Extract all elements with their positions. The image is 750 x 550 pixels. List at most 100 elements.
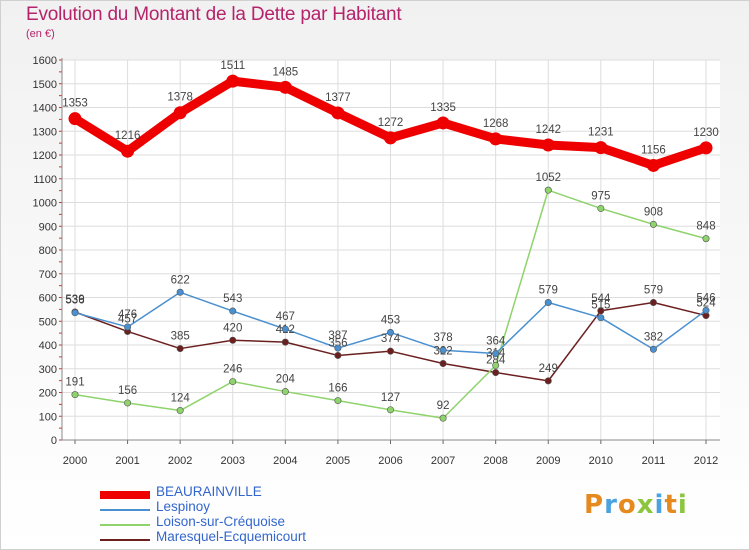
data-label: 1242: [535, 124, 561, 136]
data-label: 356: [328, 337, 347, 349]
data-point: [71, 391, 79, 399]
legend-swatch: [100, 524, 150, 526]
data-point: [176, 345, 184, 353]
proxiti-logo: Proxiti: [584, 490, 688, 520]
data-point: [226, 74, 240, 88]
data-label: 374: [381, 333, 401, 345]
data-point: [544, 186, 552, 194]
data-label: 1377: [325, 92, 351, 104]
y-tick-label: 0: [51, 435, 57, 447]
data-point: [384, 131, 397, 145]
data-point: [492, 350, 500, 358]
y-tick-label: 300: [39, 364, 57, 376]
chart-title: Evolution du Montant de la Dette par Hab…: [26, 4, 402, 25]
x-tick-label: 2006: [378, 455, 402, 467]
data-label: 622: [171, 274, 190, 286]
data-point: [702, 235, 710, 243]
logo-letter: o: [617, 490, 637, 520]
data-label: 382: [644, 331, 663, 343]
data-point: [334, 397, 342, 405]
data-label: 579: [644, 284, 663, 296]
data-label: 364: [486, 336, 506, 348]
data-label: 546: [696, 292, 715, 304]
data-label: 246: [223, 364, 242, 376]
data-label: 1485: [273, 66, 299, 78]
data-label: 467: [276, 311, 295, 323]
data-label: 543: [223, 293, 242, 305]
legend-label: BEAURAINVILLE: [156, 484, 262, 499]
logo-letter: t: [664, 490, 678, 520]
data-label: 249: [539, 363, 558, 375]
data-label: 378: [433, 332, 452, 344]
data-label: 453: [381, 314, 400, 326]
legend-item-beaurainville: BEAURAINVILLE: [100, 485, 306, 499]
data-label: 1353: [62, 98, 88, 110]
x-tick-label: 2011: [642, 455, 666, 467]
data-point: [68, 112, 82, 126]
logo-letter: r: [604, 490, 618, 520]
data-label: 1272: [378, 117, 404, 129]
logo-letter: i: [654, 490, 665, 520]
logo-letter: P: [584, 490, 605, 520]
data-label: 908: [644, 206, 663, 218]
data-point: [439, 346, 447, 354]
data-point: [334, 351, 342, 359]
data-point: [281, 338, 289, 346]
y-tick-label: 400: [39, 340, 57, 352]
x-tick-label: 2010: [589, 455, 613, 467]
legend-item-loison: Loison-sur-Créquoise: [100, 515, 306, 529]
data-label: 536: [65, 295, 84, 307]
data-label: 1378: [167, 92, 193, 104]
data-label: 579: [539, 284, 558, 296]
data-label: 124: [171, 393, 191, 405]
data-point: [649, 345, 657, 353]
data-point: [492, 361, 500, 369]
y-tick-label: 700: [39, 269, 57, 281]
x-tick-label: 2007: [431, 455, 455, 467]
data-point: [544, 298, 552, 306]
data-label: 975: [591, 190, 610, 202]
legend-item-lespinoy: Lespinoy: [100, 500, 306, 514]
y-tick-label: 1300: [33, 126, 57, 138]
y-tick-label: 600: [39, 293, 57, 305]
data-point: [439, 414, 447, 422]
data-point: [334, 344, 342, 352]
data-point: [699, 141, 713, 155]
x-tick-label: 2008: [483, 455, 507, 467]
x-tick-label: 2005: [326, 455, 350, 467]
data-point: [124, 323, 132, 331]
x-tick-label: 2004: [273, 455, 297, 467]
data-point: [489, 132, 503, 146]
data-label: 1216: [115, 130, 141, 142]
y-tick-label: 1000: [33, 198, 57, 210]
data-point: [386, 347, 394, 355]
x-tick-label: 2003: [221, 455, 245, 467]
x-tick-label: 2001: [115, 455, 139, 467]
data-label: 476: [118, 309, 137, 321]
data-point: [439, 360, 447, 368]
data-label: 1156: [641, 144, 666, 156]
logo-letter: x: [636, 490, 655, 520]
data-point: [597, 307, 605, 315]
data-point: [386, 328, 394, 336]
y-tick-label: 1400: [33, 103, 57, 115]
data-point: [649, 298, 657, 306]
logo-letter: i: [677, 490, 688, 520]
legend-label: Maresquel-Ecquemicourt: [156, 529, 307, 544]
data-label: 385: [171, 331, 190, 343]
data-point: [331, 106, 345, 120]
legend-swatch: [100, 509, 150, 511]
x-tick-label: 2002: [168, 455, 192, 467]
chart-subtitle: (en €): [26, 28, 55, 40]
data-label: 457: [118, 313, 137, 325]
legend: BEAURAINVILLE Lespinoy Loison-sur-Créquo…: [100, 485, 306, 545]
data-point: [594, 141, 608, 155]
y-tick-label: 1100: [33, 174, 57, 186]
data-label: 1230: [693, 127, 719, 139]
y-tick-label: 500: [39, 316, 57, 328]
data-label: 191: [65, 377, 84, 389]
data-point: [597, 314, 605, 322]
line-chart: 0 100 200 300 400 500 600 700 800 900 1000 1100 1200…: [33, 55, 720, 467]
data-label: 156: [118, 385, 137, 397]
data-point: [649, 220, 657, 228]
